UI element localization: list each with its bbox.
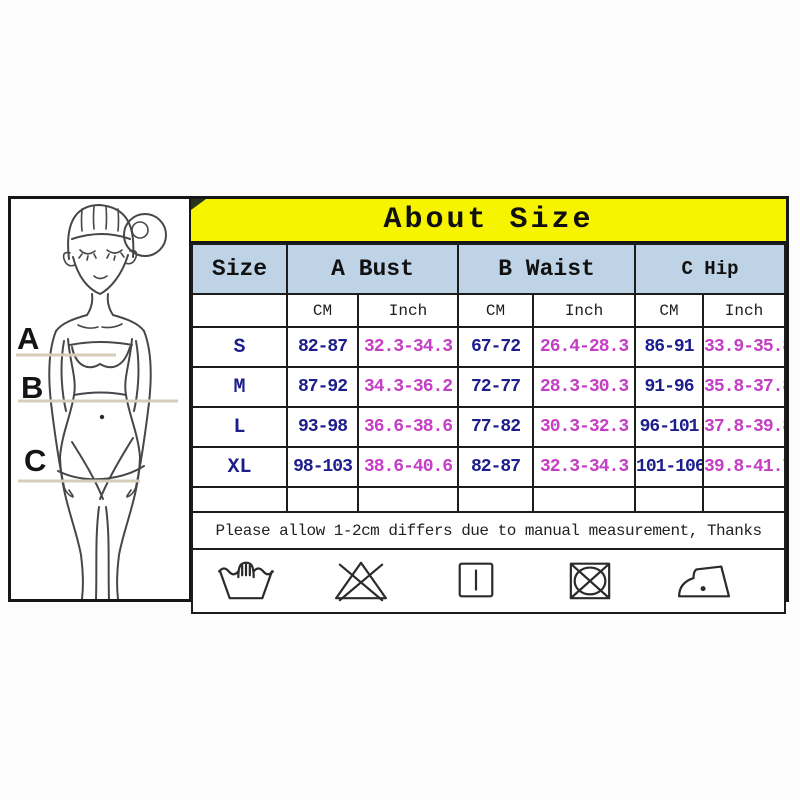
waist-cm-value: 72-77 bbox=[457, 366, 535, 408]
label-a-bust: A bbox=[17, 321, 39, 356]
table-row-m: M 87-92 34.3-36.2 72-77 28.3-30.3 91-96 … bbox=[191, 366, 786, 408]
hip-cm-value: 96-101 bbox=[634, 406, 705, 448]
hip-cm-value: 91-96 bbox=[634, 366, 705, 408]
measurement-note: Please allow 1-2cm differs due to manual… bbox=[191, 511, 786, 550]
unit-hip-inch: Inch bbox=[702, 293, 786, 328]
hand-wash-icon bbox=[217, 557, 275, 603]
header-waist: B Waist bbox=[457, 243, 637, 295]
unit-waist-cm: CM bbox=[457, 293, 535, 328]
note-row: Please allow 1-2cm differs due to manual… bbox=[191, 511, 786, 550]
hip-inch-value: 35.8-37.8 bbox=[702, 366, 786, 408]
do-not-bleach-icon bbox=[332, 557, 390, 603]
bust-inch-value: 36.6-38.6 bbox=[356, 406, 460, 448]
size-value: L bbox=[191, 406, 288, 448]
unit-bust-cm: CM bbox=[286, 293, 359, 328]
waist-cm-value: 82-87 bbox=[457, 446, 535, 488]
unit-bust-inch: Inch bbox=[356, 293, 460, 328]
size-value: XL bbox=[191, 446, 288, 488]
bust-inch-value: 34.3-36.2 bbox=[356, 366, 460, 408]
hip-inch-value: 37.8-39.8 bbox=[702, 406, 786, 448]
label-c-hip: C bbox=[24, 443, 46, 478]
woman-figure-illustration: A B C bbox=[16, 204, 178, 599]
care-icons bbox=[194, 553, 783, 609]
label-b-waist: B bbox=[21, 370, 43, 405]
bust-cm-value: 87-92 bbox=[286, 366, 359, 408]
table-row-l: L 93-98 36.6-38.6 77-82 30.3-32.3 96-101… bbox=[191, 406, 786, 448]
bust-inch-value: 38.6-40.6 bbox=[356, 446, 460, 488]
bust-inch-value: 32.3-34.3 bbox=[356, 326, 460, 368]
corner-notch-decoration bbox=[191, 199, 206, 210]
size-table: Size A Bust B Waist C Hip CM Inch CM Inc… bbox=[191, 243, 786, 614]
header-bust: A Bust bbox=[285, 243, 460, 295]
bust-cm-value: 93-98 bbox=[286, 406, 359, 448]
header-hip: C Hip bbox=[634, 243, 786, 295]
hip-cm-value: 101-106 bbox=[634, 446, 705, 488]
waist-inch-value: 28.3-30.3 bbox=[532, 366, 637, 408]
waist-inch-value: 32.3-34.3 bbox=[532, 446, 637, 488]
unit-hip-cm: CM bbox=[634, 293, 705, 328]
hip-cm-value: 86-91 bbox=[634, 326, 705, 368]
do-not-tumble-dry-icon bbox=[561, 557, 619, 603]
table-row-s: S 82-87 32.3-34.3 67-72 26.4-28.3 86-91 … bbox=[191, 326, 786, 368]
spacer-row bbox=[191, 486, 786, 513]
size-chart-sheet: A B C About Size Size A Bust B Waist C H… bbox=[8, 196, 789, 614]
bust-cm-value: 82-87 bbox=[286, 326, 359, 368]
title-text: About Size bbox=[383, 203, 594, 237]
unit-empty bbox=[191, 293, 288, 328]
unit-header-row: CM Inch CM Inch CM Inch bbox=[191, 293, 786, 328]
group-header-row: Size A Bust B Waist C Hip bbox=[191, 243, 786, 295]
hip-inch-value: 39.8-41.7 bbox=[702, 446, 786, 488]
waist-cm-value: 77-82 bbox=[457, 406, 535, 448]
waist-inch-value: 30.3-32.3 bbox=[532, 406, 637, 448]
unit-waist-inch: Inch bbox=[532, 293, 637, 328]
iron-icon bbox=[676, 557, 734, 603]
size-table-panel: About Size Size A Bust B Waist C Hip CM … bbox=[191, 199, 786, 614]
hip-inch-value: 33.9-35.8 bbox=[702, 326, 786, 368]
care-icons-row bbox=[191, 548, 786, 614]
table-title: About Size bbox=[191, 199, 786, 243]
drip-dry-icon bbox=[447, 557, 505, 603]
size-value: M bbox=[191, 366, 288, 408]
size-value: S bbox=[191, 326, 288, 368]
bust-cm-value: 98-103 bbox=[286, 446, 359, 488]
header-size: Size bbox=[191, 243, 288, 295]
measurement-figure-panel: A B C bbox=[11, 199, 191, 599]
table-row-xl: XL 98-103 38.6-40.6 82-87 32.3-34.3 101-… bbox=[191, 446, 786, 488]
waist-cm-value: 67-72 bbox=[457, 326, 535, 368]
waist-inch-value: 26.4-28.3 bbox=[532, 326, 637, 368]
